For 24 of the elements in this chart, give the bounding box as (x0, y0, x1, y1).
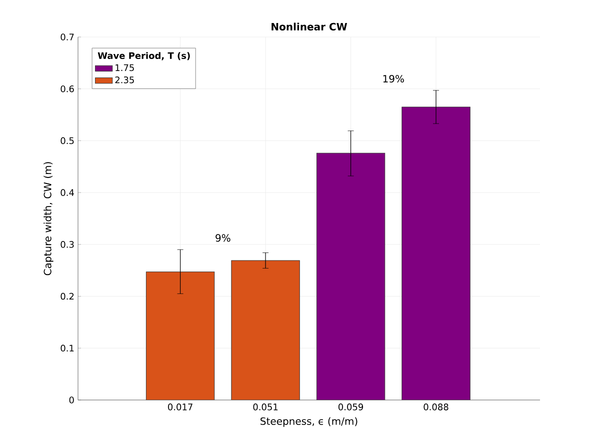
legend-label: 2.35 (115, 76, 134, 84)
legend-title: Wave Period, T (s) (98, 52, 190, 60)
bar (316, 152, 386, 400)
y-tick-label: 0 (69, 396, 74, 404)
y-tick-label: 0.5 (60, 137, 74, 144)
x-tick-label: 0.088 (424, 404, 448, 410)
chart-title: Nonlinear CW (272, 22, 348, 30)
annotation: 9% (216, 234, 230, 242)
y-tick-label: 0.7 (60, 34, 74, 40)
y-axis-title: Capture width, CW (m) (44, 162, 54, 276)
x-axis-title: Steepness, ϵ (m/m) (260, 417, 358, 427)
x-tick-label: 0.017 (168, 404, 192, 410)
annotation: 19% (383, 74, 404, 83)
y-tick-label: 0.4 (60, 189, 74, 196)
y-tick-label: 0.2 (60, 292, 74, 300)
x-tick-label: 0.051 (253, 404, 278, 410)
y-tick-label: 0.6 (60, 85, 74, 92)
bar (146, 272, 215, 400)
legend-label: 1.75 (116, 64, 134, 72)
y-tick-label: 0.1 (60, 344, 74, 352)
x-tick-label: 0.059 (338, 404, 364, 410)
bar (231, 260, 300, 400)
bar (402, 106, 470, 400)
y-tick-label: 0.3 (60, 241, 74, 248)
